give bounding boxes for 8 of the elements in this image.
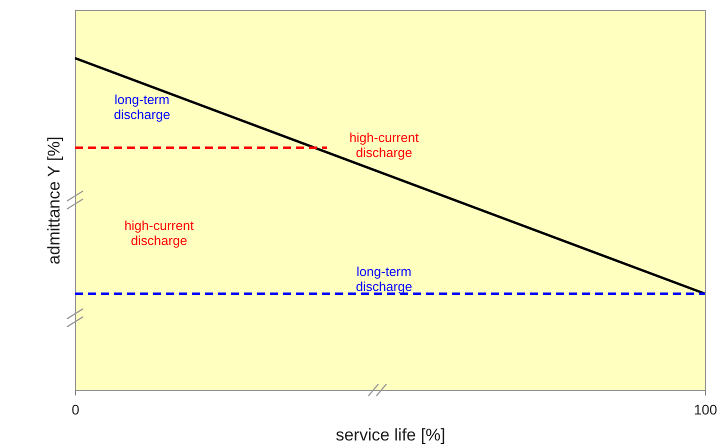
x-axis-title: service life [%] <box>336 426 446 444</box>
annotation: long-term discharge <box>114 92 170 122</box>
annotation: high-current discharge <box>349 130 420 160</box>
annotation: high-current discharge <box>124 218 194 248</box>
x-tick-label: 100 <box>694 402 718 418</box>
annotation: long-term discharge <box>356 264 412 294</box>
x-tick-label: 0 <box>72 402 80 418</box>
y-axis-title: admittance Y [%] <box>44 136 64 264</box>
